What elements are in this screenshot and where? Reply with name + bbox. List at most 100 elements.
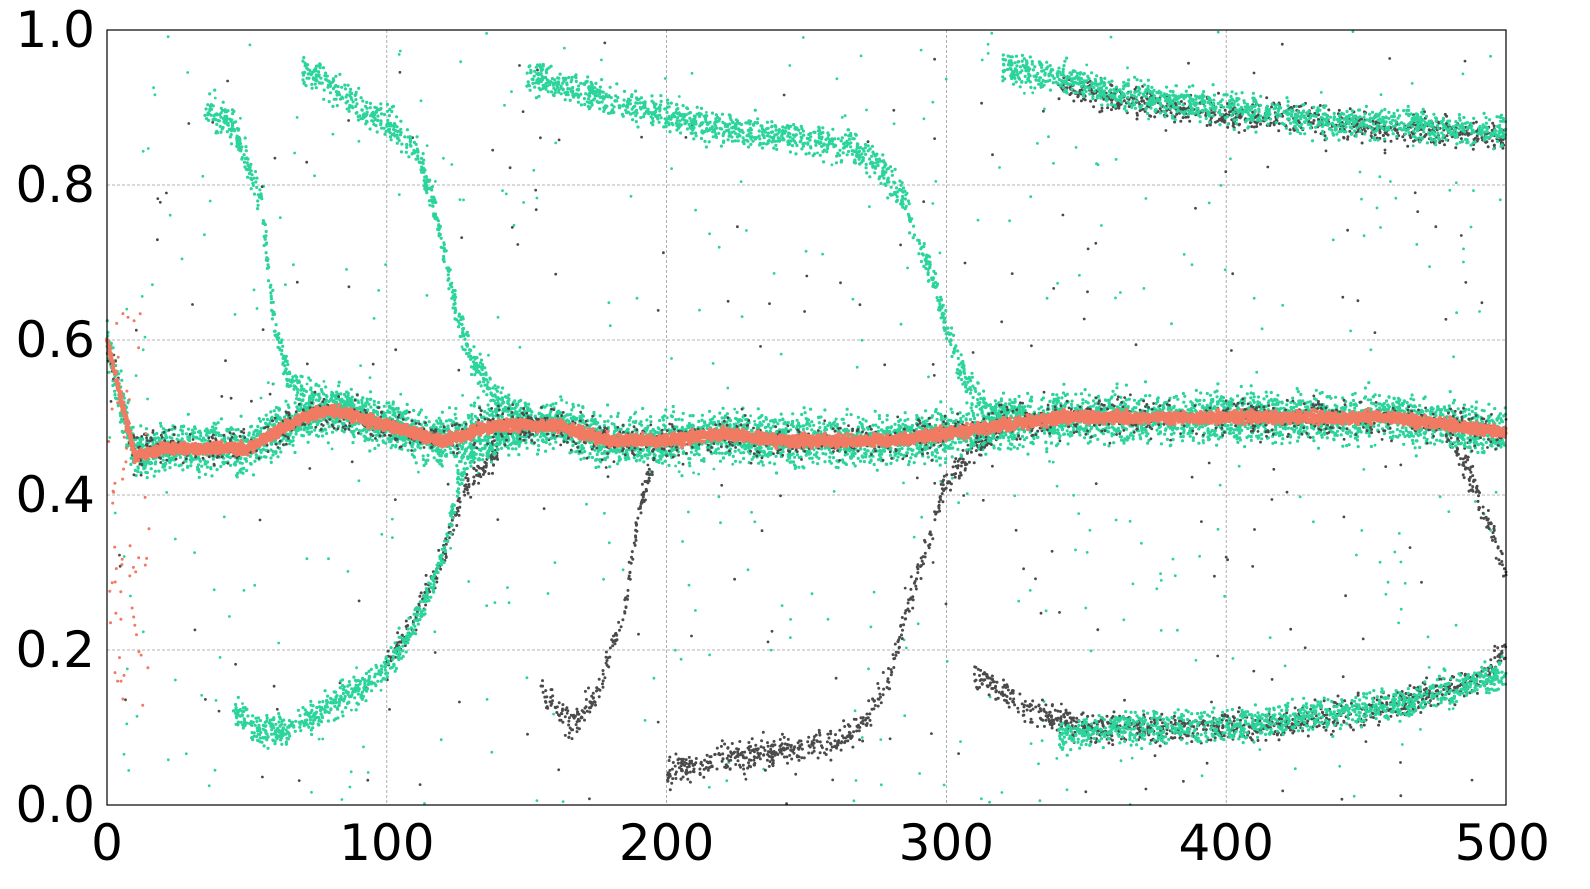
noise-point-26	[1084, 607, 1087, 610]
series-b-branch-2-point-1439	[890, 673, 893, 676]
noise-point-9	[1325, 150, 1328, 153]
series-b-branch-3-point-2623	[1005, 683, 1008, 686]
series-b-branch-2-point-1266	[892, 666, 895, 669]
series-a-branch-1-point-4299	[352, 676, 355, 679]
noise-point-318	[230, 397, 233, 400]
series-b-branch-4-point-3271	[1136, 114, 1139, 117]
series-a-branch-1-point-4063	[301, 706, 304, 709]
series-a-branch-1-point-4099	[413, 619, 416, 622]
series-a-branch-0-point-3858	[285, 355, 288, 358]
noise-point-330	[1346, 229, 1349, 232]
series-a-branch-0-point-3961	[213, 117, 216, 120]
series-a-branch-1-point-4313	[291, 721, 294, 724]
series-b-branch-1-point-1049	[646, 481, 649, 484]
series-b-branch-5-point-3487	[1494, 540, 1497, 543]
noise-point-626	[1001, 791, 1004, 794]
series-b-branch-0-point-875	[396, 631, 399, 634]
noise-point-511	[147, 147, 150, 150]
noise-point-504	[1208, 462, 1211, 465]
series-b-branch-1-point-1020	[592, 697, 595, 700]
noise-point-552	[727, 300, 730, 303]
noise-point-33	[690, 635, 693, 638]
series-b-branch-2-point-1554	[768, 765, 771, 768]
series-b-branch-4-point-3447	[1209, 124, 1212, 127]
series-b-branch-4-point-2726	[1259, 123, 1262, 126]
noise-point-130	[1176, 629, 1179, 632]
series-b-branch-0-point-775	[424, 604, 427, 607]
series-a-branch-0-point-3680	[249, 163, 252, 166]
noise-point-8	[398, 193, 401, 196]
series-b-branch-1-point-1080	[540, 685, 543, 688]
series-a-branch-1-point-4345	[407, 627, 410, 630]
series-b-branch-2-point-1446	[716, 768, 719, 771]
series-b-branch-3-point-2501	[974, 666, 977, 669]
series-b-branch-4-point-3385	[1153, 115, 1156, 118]
noise-point-534	[771, 630, 774, 633]
noise-point-103	[1411, 82, 1414, 85]
noise-point-118	[1379, 226, 1382, 229]
series-a-branch-2-point-4697	[350, 98, 353, 101]
series-b-branch-4-point-3153	[1226, 126, 1229, 129]
series-b-branch-2-point-1619	[809, 746, 812, 749]
noise-point-585	[557, 768, 560, 771]
noise-point-434	[1031, 91, 1034, 94]
series-b-branch-1-point-958	[543, 696, 546, 699]
series-b-branch-3-point-2460	[988, 693, 991, 696]
series-a-branch-2-point-4966	[355, 111, 358, 114]
noise-point-75	[1225, 556, 1228, 559]
series-b-branch-3-point-2373	[1038, 704, 1041, 707]
series-a-branch-0-point-3664	[296, 388, 299, 391]
series-a-branch-1-point-4489	[274, 740, 277, 743]
noise-point-51	[226, 80, 229, 83]
series-b-branch-2-point-1698	[793, 747, 796, 750]
series-b-branch-4-point-3423	[1139, 109, 1142, 112]
series-b-branch-0-point-715	[463, 494, 466, 497]
series-a-branch-1-point-4308	[417, 606, 420, 609]
series-a-branch-1-point-4500	[401, 649, 404, 652]
noise-point-412	[1474, 500, 1477, 503]
noise-point-480	[191, 303, 194, 306]
series-a-branch-0-point-3879	[236, 135, 239, 138]
noise-point-487	[144, 336, 147, 339]
series-a-branch-0-point-3878	[265, 259, 268, 262]
series-a-branch-2-point-4959	[351, 106, 354, 109]
series-b-branch-2-point-1204	[877, 687, 880, 690]
series-a-branch-1-point-4513	[281, 730, 284, 733]
series-b-branch-4-point-3069	[1206, 124, 1209, 127]
series-b-branch-0-point-879	[424, 583, 427, 586]
series-b-branch-3-point-1791	[1170, 721, 1173, 724]
series-a-branch-1-point-4439	[312, 719, 315, 722]
noise-point-657	[536, 69, 539, 72]
series-b-branch-3-point-1848	[1036, 725, 1039, 728]
noise-point-2	[1056, 282, 1059, 285]
noise-point-494	[1008, 219, 1011, 222]
noise-point-547	[1338, 765, 1341, 768]
series-a-branch-0-point-3942	[206, 113, 209, 116]
noise-point-388	[854, 709, 857, 712]
series-a-branch-1-point-4297	[384, 657, 387, 660]
series-b-branch-2-point-1449	[722, 757, 725, 760]
noise-point-166	[1374, 444, 1377, 447]
series-b-branch-2-point-1499	[774, 754, 777, 757]
series-b-branch-2-point-1441	[855, 718, 858, 721]
series-a-branch-2-point-4957	[432, 196, 435, 199]
series-b-branch-2-point-1632	[915, 588, 918, 591]
noise-point-157	[562, 800, 565, 803]
noise-point-139	[903, 714, 906, 717]
series-a-branch-1-point-4492	[245, 722, 248, 725]
series-a-branch-2-point-4607	[416, 135, 419, 138]
noise-point-332	[860, 55, 863, 58]
noise-point-695	[1170, 322, 1173, 325]
series-a-branch-2-point-4670	[380, 112, 383, 115]
series-a-branch-1-point-4322	[407, 632, 410, 635]
noise-point-419	[747, 568, 750, 571]
series-a-branch-1-point-4389	[288, 719, 291, 722]
series-b-branch-2-point-1485	[950, 473, 953, 476]
series-b-branch-3-point-2498	[1489, 658, 1492, 661]
series-a-branch-0-point-3967	[299, 375, 302, 378]
noise-point-281	[1360, 529, 1363, 532]
series-a-branch-1-point-4518	[333, 719, 336, 722]
series-b-branch-2-point-1397	[869, 719, 872, 722]
series-a-branch-1-point-4208	[274, 729, 277, 732]
series-b-branch-5-point-3541	[1500, 550, 1503, 553]
